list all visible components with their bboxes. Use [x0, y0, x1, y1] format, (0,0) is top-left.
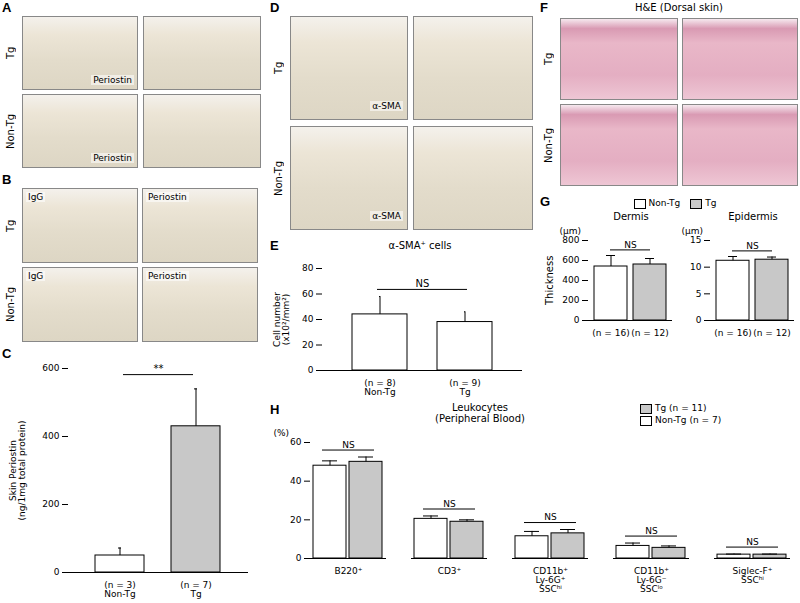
html-text:Non-Tg: Non-Tg [4, 113, 16, 149]
svg-text:NS: NS [443, 499, 456, 509]
svg-text:NS: NS [746, 241, 759, 251]
html-text:Tg (n = 11): Tg (n = 11) [655, 403, 707, 413]
svg-text:40: 40 [302, 314, 314, 324]
html-text:Tg: Tg [542, 52, 554, 66]
svg-text:(n = 12): (n = 12) [753, 328, 790, 338]
svg-text:(n = 16): (n = 16) [592, 328, 629, 338]
svg-text:(μm): (μm) [682, 226, 704, 236]
svg-text:CD11b⁺Ly-6G⁻SSCˡᵒ: CD11b⁺Ly-6G⁻SSCˡᵒ [634, 566, 669, 594]
html-text:Non-Tg: Non-Tg [4, 287, 16, 322]
html-text:Tg: Tg [4, 46, 16, 60]
svg-text:10: 10 [690, 262, 702, 272]
html-text:D: D [270, 0, 280, 15]
svg-text:(μm): (μm) [560, 226, 582, 236]
svg-text:80: 80 [302, 263, 314, 273]
svg-text:600: 600 [42, 363, 59, 373]
svg-text:400: 400 [42, 431, 59, 441]
svg-text:NS: NS [645, 526, 658, 536]
svg-text:(n = 16): (n = 16) [714, 328, 751, 338]
html-text:α-SMA: α-SMA [372, 101, 401, 111]
svg-text:**: ** [154, 363, 164, 374]
html-text:C: C [2, 346, 12, 361]
html-text:α-SMA: α-SMA [372, 211, 401, 221]
html-text:Periostin: Periostin [148, 271, 187, 281]
html-text:H&E (Dorsal skin): H&E (Dorsal skin) [635, 2, 723, 13]
html-text:Thickness: Thickness [543, 255, 555, 305]
svg-text:(n = 12): (n = 12) [631, 328, 668, 338]
html-text:Non-Tg: Non-Tg [648, 198, 681, 208]
svg-text:20: 20 [290, 515, 302, 525]
svg-text:200: 200 [42, 499, 59, 509]
html-text:Non-Tg (n = 7): Non-Tg (n = 7) [655, 415, 722, 425]
svg-text:600: 600 [562, 255, 579, 265]
html-text:IgG: IgG [28, 192, 44, 202]
svg-text:CD3⁺: CD3⁺ [438, 566, 462, 576]
svg-text:(n = 3)Non-Tg: (n = 3)Non-Tg [104, 580, 136, 599]
html-text:α-SMA⁺ cells: α-SMA⁺ cells [388, 240, 452, 251]
svg-text:200: 200 [562, 295, 579, 305]
svg-text:(%): (%) [274, 428, 290, 438]
svg-text:(n = 7)Tg: (n = 7)Tg [180, 580, 212, 599]
html-text:Periostin: Periostin [93, 153, 132, 163]
html-text:Tg: Tg [705, 198, 717, 208]
svg-text:B220⁺: B220⁺ [334, 566, 362, 576]
svg-text:20: 20 [302, 340, 314, 350]
html-text:B: B [2, 172, 12, 187]
html-text:A: A [2, 0, 12, 15]
svg-text:5: 5 [696, 289, 702, 299]
html-text:Dermis: Dermis [613, 211, 649, 222]
svg-text:Skin Periostin(ng/1mg total pr: Skin Periostin(ng/1mg total protein) [8, 421, 27, 521]
html-text:H: H [270, 402, 280, 417]
html-text:Non-Tg: Non-Tg [272, 160, 284, 196]
html-text:G: G [540, 194, 551, 209]
svg-text:60: 60 [302, 289, 314, 299]
html-text:E: E [270, 238, 279, 253]
svg-text:NS: NS [416, 278, 430, 289]
html-text:Epidermis: Epidermis [728, 211, 778, 222]
svg-text:CD11b⁺Ly-6G⁺SSCʰⁱ: CD11b⁺Ly-6G⁺SSCʰⁱ [533, 566, 568, 594]
svg-text:NS: NS [624, 240, 637, 250]
svg-text:15: 15 [690, 235, 701, 245]
svg-text:60: 60 [290, 437, 302, 447]
svg-text:NS: NS [746, 537, 759, 547]
svg-text:Cell number(x10²/mm²): Cell number(x10²/mm²) [272, 292, 291, 347]
svg-text:0: 0 [308, 365, 314, 375]
svg-text:40: 40 [290, 476, 302, 486]
html-text:Periostin: Periostin [148, 192, 187, 202]
svg-text:(n = 9)Tg: (n = 9)Tg [449, 378, 481, 397]
html-text:Tg: Tg [272, 61, 284, 75]
svg-text:0: 0 [574, 315, 580, 325]
html-text:Non-Tg: Non-Tg [542, 127, 554, 163]
html-text:Periostin: Periostin [93, 75, 132, 85]
html-text:Tg: Tg [4, 219, 16, 232]
svg-text:NS: NS [544, 512, 557, 522]
html-text:F: F [540, 0, 548, 15]
svg-text:0: 0 [54, 567, 60, 577]
svg-text:(n = 8)Non-Tg: (n = 8)Non-Tg [364, 378, 396, 397]
svg-text:Siglec-F⁺SSCʰⁱ: Siglec-F⁺SSCʰⁱ [732, 566, 772, 585]
svg-text:0: 0 [696, 315, 702, 325]
svg-text:400: 400 [562, 275, 579, 285]
svg-text:800: 800 [562, 235, 579, 245]
html-text:IgG: IgG [28, 271, 44, 281]
html-text:Leukocytes (Peripheral Blood): Leukocytes (Peripheral Blood) [435, 402, 525, 424]
svg-text:0: 0 [296, 553, 302, 563]
svg-text:NS: NS [342, 440, 355, 450]
